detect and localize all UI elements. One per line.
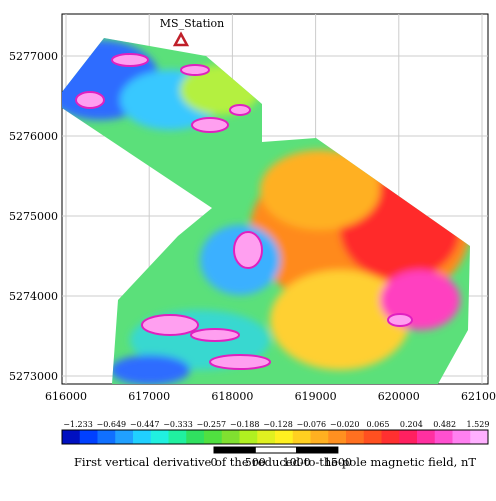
colorbar-swatch [257, 430, 276, 444]
colorbar-tick-label: −0.447 [130, 420, 160, 429]
colorbar-swatch [204, 430, 223, 444]
scale-label: 1000 [283, 456, 311, 469]
colorbar-frame [61, 429, 489, 445]
colorbar-swatch [62, 430, 81, 444]
colorbar-swatch [470, 430, 489, 444]
colorbar: −1.233 −0.649 −0.447 −0.333 −0.257 −0.188 −0.1… [61, 420, 490, 445]
colorbar-swatch [363, 430, 382, 444]
colorbar-swatch [168, 430, 187, 444]
colorbar-tick-label: −0.649 [97, 420, 127, 429]
colorbar-swatch [452, 430, 471, 444]
colorbar-label: First vertical derivative of the reduced… [74, 455, 476, 469]
colorbar-tick-label: −0.257 [197, 420, 227, 429]
colorbar-swatch [239, 430, 258, 444]
colorbar-tick-label: −0.333 [163, 420, 193, 429]
y-tick-label: 5275000 [9, 210, 58, 223]
station-marker [172, 31, 190, 47]
y-tick-label: 5273000 [9, 370, 58, 383]
colorbar-tick-label: −0.188 [230, 420, 260, 429]
x-tick-label: 620000 [378, 390, 420, 403]
y-tick-label: 5276000 [9, 130, 58, 143]
x-tick-label: 621000 [461, 390, 496, 403]
scale-label: 500 [245, 456, 266, 469]
colorbar-swatch [399, 430, 418, 444]
colorbar-swatch [417, 430, 436, 444]
colorbar-swatch [186, 430, 205, 444]
colorbar-swatch [292, 430, 311, 444]
colorbar-swatch [221, 430, 240, 444]
colorbar-swatch [79, 430, 98, 444]
colorbar-tick-label: −1.233 [63, 420, 93, 429]
x-tick-label: 616000 [45, 390, 87, 403]
colorbar-swatch [328, 430, 347, 444]
colorbar-swatch [133, 430, 152, 444]
scale-label: 1500 [324, 456, 352, 469]
scale-bar: 0 500 1000 1500 [211, 446, 352, 469]
x-tick-label: 619000 [295, 390, 337, 403]
colorbar-swatch [310, 430, 329, 444]
colorbar-swatch [115, 430, 134, 444]
y-tick-label: 5277000 [9, 50, 58, 63]
colorbar-swatch [97, 430, 116, 444]
colorbar-swatch [275, 430, 294, 444]
colorbar-swatch [150, 430, 169, 444]
colorbar-tick-label: −0.020 [330, 420, 360, 429]
scale-segment [254, 446, 298, 454]
scale-segment [296, 446, 339, 454]
x-tick-label: 618000 [211, 390, 253, 403]
colorbar-tick-label: 1.529 [467, 420, 490, 429]
scale-label: 0 [211, 456, 218, 469]
station-label: MS_Station [160, 17, 224, 30]
scale-segment [213, 446, 256, 454]
colorbar-swatch [381, 430, 400, 444]
y-tick-label: 5274000 [9, 290, 58, 303]
colorbar-tick-label: 0.482 [433, 420, 456, 429]
colorbar-tick-label: 0.204 [400, 420, 423, 429]
x-tick-label: 617000 [128, 390, 170, 403]
colorbar-swatch [434, 430, 453, 444]
colorbar-swatch [346, 430, 365, 444]
colorbar-tick-label: −0.128 [263, 420, 293, 429]
colorbar-tick-label: 0.065 [367, 420, 390, 429]
colorbar-tick-label: −0.076 [297, 420, 327, 429]
